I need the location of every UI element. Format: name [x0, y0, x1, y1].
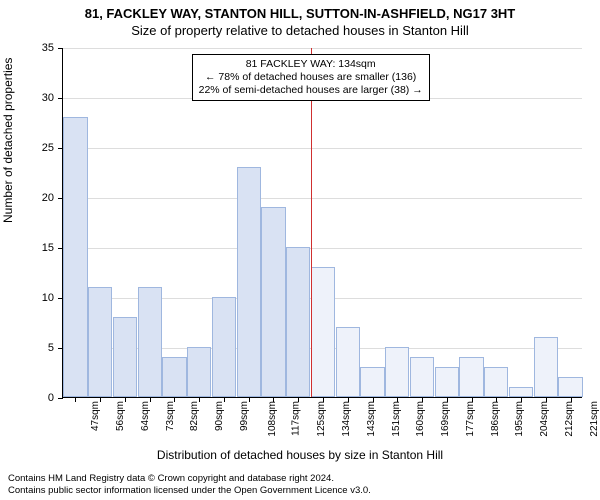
- x-tick-label: 204sqm: [539, 401, 550, 437]
- histogram-bar: [484, 367, 508, 397]
- annotation-line-2: ← 78% of detached houses are smaller (13…: [199, 71, 423, 84]
- histogram-bar: [187, 347, 211, 397]
- histogram-bar: [435, 367, 459, 397]
- x-tick: [323, 397, 324, 402]
- y-tick: [58, 48, 63, 49]
- chart-title-address: 81, FACKLEY WAY, STANTON HILL, SUTTON-IN…: [0, 0, 600, 21]
- x-tick-label: 143sqm: [366, 401, 377, 437]
- histogram-bar: [63, 117, 87, 397]
- footer-line-1: Contains HM Land Registry data © Crown c…: [8, 473, 592, 484]
- histogram-bar: [212, 297, 236, 397]
- histogram-bar: [385, 347, 409, 397]
- x-tick-label: 82sqm: [189, 401, 200, 431]
- x-tick: [472, 397, 473, 402]
- histogram-bar: [113, 317, 137, 397]
- y-tick: [58, 98, 63, 99]
- x-tick: [224, 397, 225, 402]
- x-tick: [373, 397, 374, 402]
- gridline: [63, 48, 582, 49]
- y-tick-label: 0: [24, 392, 54, 404]
- histogram-bar: [261, 207, 285, 397]
- x-tick-label: 186sqm: [489, 401, 500, 437]
- y-tick-label: 30: [24, 92, 54, 104]
- histogram-bar: [311, 267, 335, 397]
- histogram-bar: [360, 367, 384, 397]
- x-tick: [174, 397, 175, 402]
- histogram-bar: [162, 357, 186, 397]
- x-tick: [496, 397, 497, 402]
- y-tick-label: 5: [24, 342, 54, 354]
- x-axis-label: Distribution of detached houses by size …: [0, 448, 600, 462]
- x-tick-label: 47sqm: [90, 401, 101, 431]
- annotation-line-3: 22% of semi-detached houses are larger (…: [199, 84, 423, 97]
- x-tick: [397, 397, 398, 402]
- histogram-bar: [336, 327, 360, 397]
- x-tick: [521, 397, 522, 402]
- y-tick-label: 10: [24, 292, 54, 304]
- x-tick: [75, 397, 76, 402]
- attribution-footer: Contains HM Land Registry data © Crown c…: [8, 473, 592, 496]
- gridline: [63, 198, 582, 199]
- x-tick-label: 125sqm: [316, 401, 327, 437]
- histogram-bar: [459, 357, 483, 397]
- x-tick: [571, 397, 572, 402]
- x-tick: [422, 397, 423, 402]
- footer-line-2: Contains public sector information licen…: [8, 485, 592, 496]
- histogram-bar: [286, 247, 310, 397]
- x-tick: [150, 397, 151, 402]
- histogram-bar: [534, 337, 558, 397]
- x-tick-label: 73sqm: [165, 401, 176, 431]
- x-tick-label: 151sqm: [390, 401, 401, 437]
- y-tick-label: 20: [24, 192, 54, 204]
- x-tick-label: 90sqm: [214, 401, 225, 431]
- histogram-bar: [509, 387, 533, 397]
- x-tick: [249, 397, 250, 402]
- x-tick: [546, 397, 547, 402]
- histogram-bar: [88, 287, 112, 397]
- histogram-bar: [237, 167, 261, 397]
- x-tick-label: 212sqm: [564, 401, 575, 437]
- x-tick: [273, 397, 274, 402]
- histogram-plot: 47sqm56sqm64sqm73sqm82sqm90sqm99sqm108sq…: [62, 48, 582, 398]
- x-tick-label: 169sqm: [440, 401, 451, 437]
- annotation-line-1: 81 FACKLEY WAY: 134sqm: [199, 58, 423, 71]
- annotation-box: 81 FACKLEY WAY: 134sqm← 78% of detached …: [192, 54, 430, 101]
- y-tick-label: 15: [24, 242, 54, 254]
- x-tick-label: 56sqm: [115, 401, 126, 431]
- x-tick-label: 195sqm: [514, 401, 525, 437]
- x-tick-label: 117sqm: [291, 401, 302, 436]
- x-tick: [199, 397, 200, 402]
- x-tick-label: 99sqm: [239, 401, 250, 431]
- y-axis-label: Number of detached properties: [1, 58, 15, 223]
- x-tick: [447, 397, 448, 402]
- y-tick-label: 25: [24, 142, 54, 154]
- x-tick-label: 160sqm: [415, 401, 426, 437]
- x-tick-label: 108sqm: [266, 401, 277, 437]
- x-tick: [348, 397, 349, 402]
- x-tick-label: 134sqm: [341, 401, 352, 437]
- x-tick-label: 177sqm: [465, 401, 476, 437]
- chart-title-description: Size of property relative to detached ho…: [0, 21, 600, 38]
- histogram-bar: [558, 377, 582, 397]
- gridline: [63, 148, 582, 149]
- histogram-bar: [138, 287, 162, 397]
- gridline: [63, 248, 582, 249]
- y-tick: [58, 398, 63, 399]
- x-tick: [100, 397, 101, 402]
- x-tick-label: 221sqm: [588, 401, 599, 437]
- histogram-bar: [410, 357, 434, 397]
- x-tick: [298, 397, 299, 402]
- x-tick-label: 64sqm: [140, 401, 151, 431]
- x-tick: [125, 397, 126, 402]
- y-tick-label: 35: [24, 42, 54, 54]
